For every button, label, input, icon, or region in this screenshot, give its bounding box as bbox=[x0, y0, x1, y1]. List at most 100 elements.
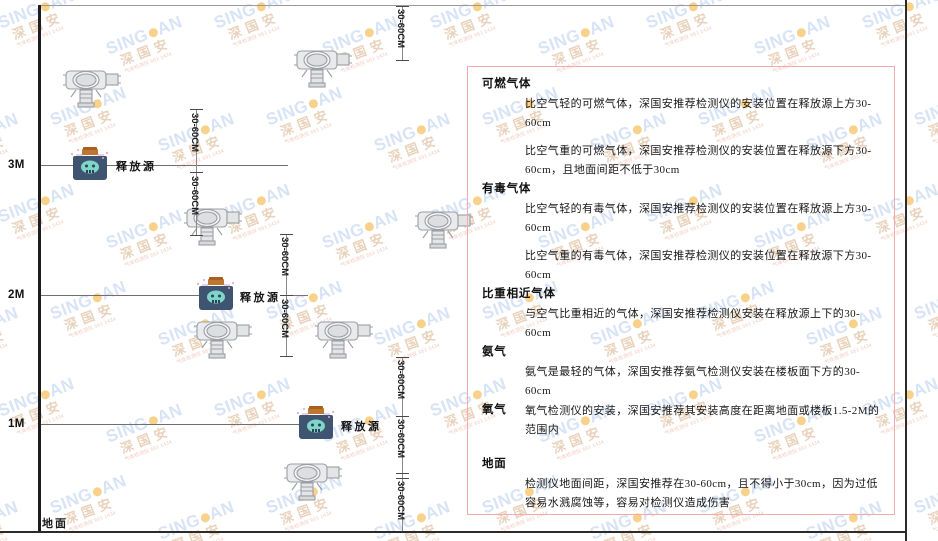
watermark-sub: 气体检测仪 661 1434 bbox=[0, 341, 9, 366]
watermark-cn: 深国安 bbox=[926, 493, 938, 528]
section-flammable-gas: 可燃气体 比空气轻的可燃气体，深国安推荐检测仪的安装位置在释放源上方30-60c… bbox=[482, 76, 882, 180]
watermark-sub: 气体检测仪 661 1434 bbox=[931, 122, 938, 146]
ground-label: 地面 bbox=[42, 518, 68, 530]
release-source-2m bbox=[196, 277, 236, 313]
level-label-1m: 1M bbox=[8, 418, 25, 430]
watermark-cn: 深国安 bbox=[278, 105, 335, 140]
level-label-2m: 2M bbox=[8, 289, 25, 301]
section-title: 比重相近气体 bbox=[482, 287, 556, 300]
release-source-leader-2m bbox=[286, 295, 308, 296]
section-toxic-gas: 有毒气体 比空气轻的有毒气体，深国安推荐检测仪的安装位置在释放源上方30-60c… bbox=[482, 181, 882, 285]
gas-detector-icon bbox=[184, 208, 242, 246]
watermark-cn: 深国安 bbox=[62, 493, 119, 528]
section-paragraph: 比空气重的有毒气体，深国安推荐检测仪的安装位置在释放源下方30-60cm bbox=[525, 249, 872, 281]
release-source-1m bbox=[296, 406, 336, 442]
level-rule-2m bbox=[41, 295, 214, 296]
watermark-cn: 深国安 bbox=[818, 519, 875, 541]
watermark-cn: 深国安 bbox=[62, 299, 119, 334]
watermark-sub: 气体检测仪 661 1434 bbox=[607, 527, 676, 541]
section-paragraph: 与空气比重相近的气体，深国安推荐检测仪安装在释放源上下的30-60cm bbox=[525, 308, 861, 339]
section-body: 检测仪地面间距，深国安推荐在30-60cm，且不得小于30cm，因为过低容易水溅… bbox=[482, 475, 882, 513]
level-rule-1m bbox=[41, 424, 306, 425]
section-title: 有毒气体 bbox=[482, 182, 532, 195]
section-ground: 地面 检测仪地面间距，深国安推荐在30-60cm，且不得小于30cm，因为过低容… bbox=[482, 456, 882, 513]
frame-top-border bbox=[39, 5, 906, 6]
watermark-cn: 深国安 bbox=[926, 299, 938, 334]
gas-detector-icon bbox=[415, 211, 473, 249]
gas-detector-icon bbox=[194, 321, 252, 359]
release-source-label-2m: 释放源 bbox=[240, 292, 281, 304]
watermark-sub: 气体检测仪 661 1434 bbox=[447, 24, 497, 49]
watermark-cn: 深国安 bbox=[386, 131, 443, 166]
watermark-cn: 深国安 bbox=[118, 34, 175, 69]
section-body: 比空气轻的可燃气体，深国安推荐检测仪的安装位置在释放源上方30-60cm 比空气… bbox=[482, 95, 882, 180]
watermark-cn: 深国安 bbox=[118, 228, 175, 263]
watermark-cn: 深国安 bbox=[386, 325, 443, 360]
watermark-sub: 气体检测仪 661 1434 bbox=[67, 509, 117, 534]
watermark-cn: 深国安 bbox=[658, 8, 715, 43]
section-paragraph: 比空气轻的有毒气体，深国安推荐检测仪的安装位置在释放源上方30-60cm bbox=[525, 203, 872, 235]
watermark-sub: 气体检测仪 661 1434 bbox=[67, 121, 117, 146]
watermark-cn: 深国安 bbox=[170, 519, 227, 541]
dimension-text: 30-60CM bbox=[279, 299, 290, 339]
dimension-text: 30-60CM bbox=[395, 360, 406, 400]
watermark-dot-icon bbox=[795, 27, 807, 39]
dimension-stack-lower-right: 30-60CM 30-60CM 30-60CM bbox=[395, 356, 456, 532]
watermark-cn: 深国安 bbox=[766, 34, 823, 69]
section-paragraph: 比空气重的可燃气体，深国安推荐检测仪的安装位置在释放源下方30-60cm，且地面… bbox=[525, 145, 872, 176]
watermark-sub: 气体检测仪 661 1434 bbox=[15, 412, 65, 437]
watermark-sub: 气体检测仪 661 1434 bbox=[931, 510, 938, 534]
watermark-sub: 气体检测仪 661 1434 bbox=[879, 24, 929, 49]
release-source-icon bbox=[196, 277, 235, 310]
gas-detector-icon bbox=[294, 50, 352, 88]
section-similar-density-gas: 比重相近气体 与空气比重相近的气体，深国安推荐检测仪安装在释放源上下的30-60… bbox=[482, 286, 882, 343]
dimension-text: 30-60CM bbox=[395, 481, 406, 521]
watermark-dot-icon bbox=[147, 415, 159, 427]
section-ammonia: 氨气 氨气是最轻的气体，深国安推荐氨气检测仪安装在楼板面下方的30-60cm bbox=[482, 344, 882, 401]
watermark-dot-icon bbox=[579, 27, 591, 39]
watermark-dot-icon bbox=[147, 27, 159, 39]
section-body: 比空气轻的有毒气体，深国安推荐检测仪的安装位置在释放源上方30-60cm 比空气… bbox=[482, 200, 882, 285]
section-body: 与空气比重相近的气体，深国安推荐检测仪安装在释放源上下的30-60cm bbox=[482, 305, 882, 343]
watermark-dot-icon bbox=[363, 221, 375, 233]
frame-bottom-border bbox=[0, 531, 906, 533]
gas-detector-icon bbox=[63, 70, 121, 108]
watermark-sub: 气体检测仪 661 1434 bbox=[231, 24, 281, 49]
watermark-sub: 气体检测仪 661 1434 bbox=[123, 438, 173, 463]
watermark-sub: 气体检测仪 661 1434 bbox=[283, 509, 333, 534]
detector-top-left bbox=[62, 62, 124, 112]
watermark-sub: 气体检测仪 661 1434 bbox=[175, 527, 244, 541]
section-title: 地面 bbox=[482, 457, 507, 470]
watermark-dot-icon bbox=[91, 292, 103, 304]
installation-guidelines-panel: 可燃气体 比空气轻的可燃气体，深国安推荐检测仪的安装位置在释放源上方30-60c… bbox=[467, 66, 895, 515]
watermark-dot-icon bbox=[307, 98, 319, 110]
dimension-stack-upper-left: 30-60CM 30-60CM bbox=[189, 108, 250, 236]
section-paragraph: 比空气轻的可燃气体，深国安推荐检测仪的安装位置在释放源上方30-60cm bbox=[525, 98, 872, 130]
level-label-3m: 3M bbox=[8, 159, 25, 171]
watermark-dot-icon bbox=[255, 1, 267, 13]
watermark-cn: 深国安 bbox=[10, 4, 82, 42]
watermark-sub: 气体检测仪 661 1434 bbox=[283, 121, 333, 146]
watermark-dot-icon bbox=[363, 27, 375, 39]
dimension-stack-top-right: 30-60CM bbox=[395, 5, 456, 61]
detector-mid-left bbox=[183, 200, 245, 250]
section-title: 可燃气体 bbox=[482, 78, 532, 90]
watermark-cn: 深国安 bbox=[0, 519, 11, 541]
release-source-label-3m: 释放源 bbox=[116, 161, 157, 173]
